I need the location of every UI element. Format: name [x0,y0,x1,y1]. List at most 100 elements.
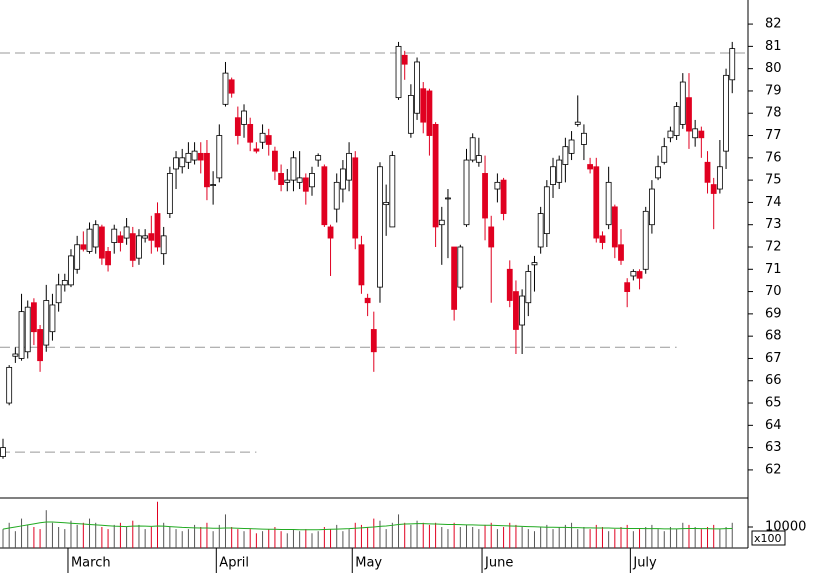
candle-body [531,262,538,266]
candle-body [173,157,179,170]
candle-body [574,121,581,125]
candle-body [636,271,643,279]
candle-body [117,235,124,243]
candle-body [698,130,705,139]
candle-body [30,302,37,333]
candle-body [179,157,186,168]
y-tick-label: 71 [765,262,782,277]
x-tick-label: March [71,556,111,571]
candle-body [673,106,680,136]
candle-body [655,166,661,179]
candle-body [204,152,210,188]
candle-body [445,197,451,200]
candle-body [290,157,297,181]
candle-body [519,295,526,326]
volume-average [2,521,733,531]
candle-body [123,226,130,239]
candle-body [228,79,235,94]
candle-body [550,166,556,185]
candle-body [500,179,507,214]
candle-body [352,157,359,239]
candle-body [475,155,482,163]
candle-body [525,271,532,304]
candle-body [543,186,550,235]
candle-body [68,255,74,286]
candle-body [265,135,272,145]
candle-body [321,166,328,226]
candle-body [389,155,396,228]
candle-body [241,110,247,125]
candle-body [148,233,155,241]
candle-body [420,88,427,123]
candle-body [432,123,439,228]
candle-body [679,81,686,125]
volume-unit: x100 [754,532,782,545]
candle-body [37,329,43,362]
candle-body [370,329,377,353]
candle-body [364,297,371,304]
candle-body [0,447,6,457]
candle-body [278,173,285,185]
candle-body [513,291,519,330]
candle-body [346,152,352,181]
candle-body [86,228,93,252]
y-tick-label: 72 [765,239,782,254]
candle-body [339,168,346,190]
y-tick-label: 66 [765,373,782,388]
y-tick-label: 67 [765,351,782,366]
y-tick-label: 80 [765,61,782,76]
candle-body [723,74,729,152]
candle-body [395,45,402,99]
candle-body [537,213,544,248]
candle-body [692,128,699,139]
candle-body [333,181,340,210]
candle-body [247,123,254,143]
candle-body [272,150,278,172]
y-tick-label: 63 [765,440,782,455]
candle-body [710,184,717,194]
y-tick-label: 73 [765,217,782,232]
candle-body [55,284,62,304]
x-tick-label: July [632,556,657,571]
y-tick-label: 81 [765,39,782,54]
candle-body [704,161,711,183]
candle-body [302,177,309,192]
candle-body [160,235,167,255]
candle-body [568,139,575,154]
candle-body [185,152,192,163]
candle-body [18,311,25,359]
candle-body [482,173,488,219]
candle-body [92,224,99,248]
candle-body [111,228,118,243]
candle-body [383,202,390,206]
candle-body [686,97,692,132]
candle-body [253,148,260,152]
candle-body [661,146,668,163]
y-tick-label: 65 [765,396,782,411]
y-tick-label: 62 [765,462,782,477]
y-tick-label: 79 [765,83,782,98]
x-tick-label: May [355,556,382,571]
y-tick-label: 75 [765,173,782,188]
candle-body [469,137,476,161]
candle-body [407,95,414,134]
candle-body [401,54,408,65]
candle-body [593,166,600,239]
candle-body [129,233,136,261]
candle-body [488,226,495,248]
candle-body [296,177,303,183]
y-tick-label: 82 [765,17,782,32]
candle-body [642,210,649,270]
candle-body [581,132,587,145]
candle-body [197,152,204,161]
unit-box [751,530,786,546]
y-tick-label: 76 [765,150,782,165]
candle-body [234,117,241,136]
candle-body [327,226,334,239]
candle-body [451,246,458,310]
candle-body [618,244,624,261]
candle-body [457,246,464,288]
candle-body [414,61,420,114]
volume-tick-label: 10000 [765,519,806,534]
